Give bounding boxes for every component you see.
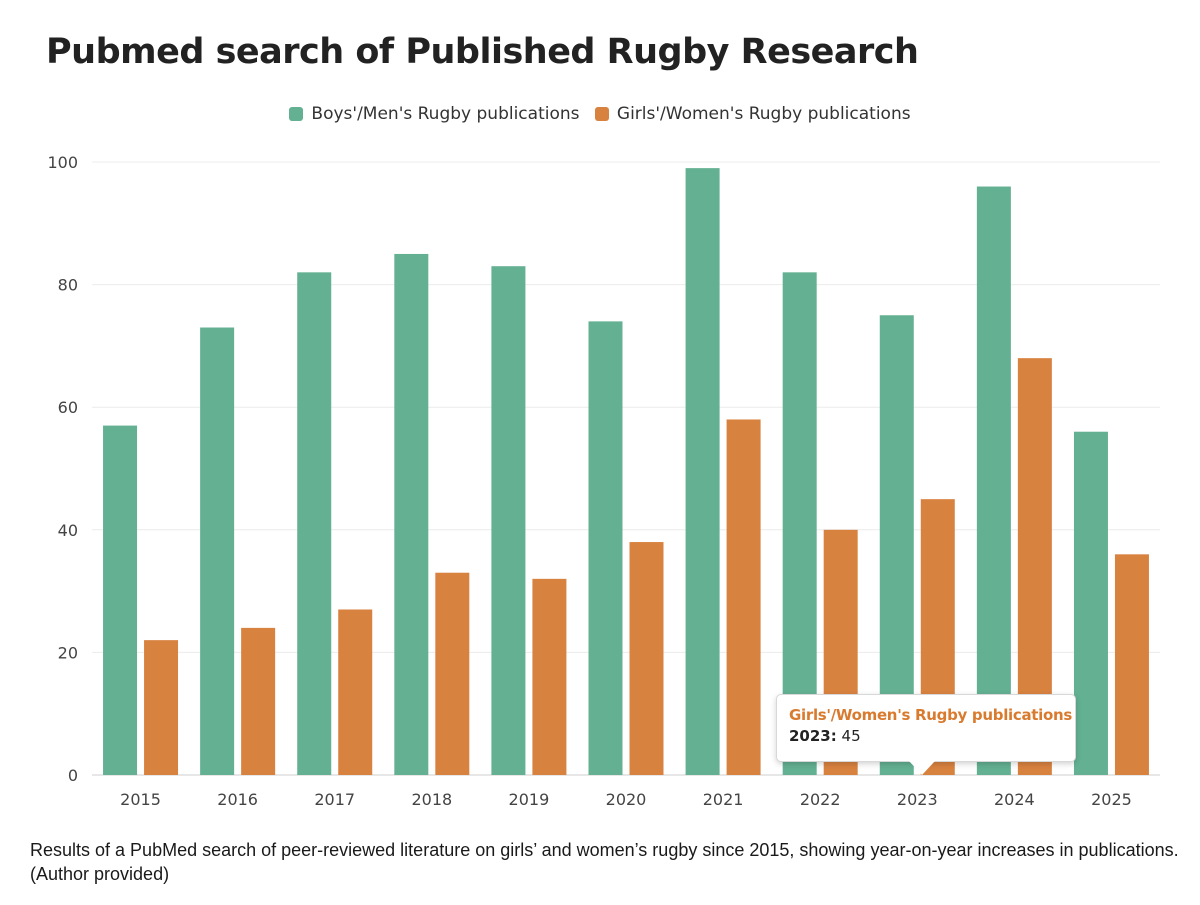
bar-girls-womens	[726, 419, 761, 775]
bar-girls-womens	[532, 578, 567, 775]
x-tick-label: 2018	[411, 790, 452, 809]
legend-label-girls-womens: Girls'/Women's Rugby publications	[616, 104, 911, 124]
x-tick-label: 2024	[994, 790, 1035, 809]
legend-swatch-boys-mens	[289, 107, 304, 121]
chart-title: Pubmed search of Published Rugby Researc…	[46, 32, 919, 72]
y-tick-label: 20	[58, 643, 78, 662]
x-tick-label: 2019	[509, 790, 550, 809]
x-tick-label: 2020	[606, 790, 647, 809]
bar-boys-mens	[297, 272, 332, 775]
x-tick-label: 2023	[897, 790, 938, 809]
bar-boys-mens	[685, 168, 720, 775]
bar-girls-womens	[1114, 554, 1149, 775]
legend-swatch-girls-womens	[594, 107, 609, 121]
y-tick-label: 100	[47, 153, 78, 172]
tooltip-value-line: 2023: 45	[789, 727, 1063, 745]
bar-boys-mens	[588, 321, 623, 775]
bar-boys-mens	[782, 272, 817, 775]
tooltip-series-name: Girls'/Women's Rugby publications	[789, 706, 1073, 724]
bar-boys-mens	[103, 425, 138, 775]
legend-label-boys-mens: Boys'/Men's Rugby publications	[311, 104, 580, 124]
y-tick-label: 60	[58, 398, 78, 417]
legend: Boys'/Men's Rugby publications Girls'/Wo…	[0, 104, 1200, 126]
bar-boys-mens	[1073, 431, 1108, 775]
x-tick-label: 2015	[120, 790, 161, 809]
x-tick-label: 2025	[1091, 790, 1132, 809]
bar-boys-mens	[394, 253, 429, 775]
y-tick-label: 40	[58, 521, 78, 540]
legend-item-girls-womens[interactable]: Girls'/Women's Rugby publications	[594, 104, 911, 124]
x-tick-label: 2016	[217, 790, 258, 809]
bar-girls-womens	[338, 609, 373, 775]
x-tick-label: 2021	[703, 790, 744, 809]
x-tick-label: 2017	[314, 790, 355, 809]
tooltip: Girls'/Women's Rugby publications 2023: …	[776, 694, 1076, 775]
tooltip-value: 45	[841, 727, 861, 745]
y-tick-label: 0	[68, 766, 78, 785]
figure-caption: Results of a PubMed search of peer-revie…	[30, 840, 1179, 884]
bar-boys-mens	[200, 327, 235, 775]
y-tick-label: 80	[58, 276, 78, 295]
legend-item-boys-mens[interactable]: Boys'/Men's Rugby publications	[289, 104, 580, 124]
bar-girls-womens	[241, 627, 276, 775]
bar-girls-womens	[144, 640, 179, 775]
bar-girls-womens	[435, 572, 470, 775]
x-tick-label: 2022	[800, 790, 841, 809]
tooltip-category: 2023:	[789, 727, 837, 745]
bar-boys-mens	[976, 186, 1011, 775]
bar-boys-mens	[491, 266, 526, 775]
bar-girls-womens	[629, 542, 664, 775]
